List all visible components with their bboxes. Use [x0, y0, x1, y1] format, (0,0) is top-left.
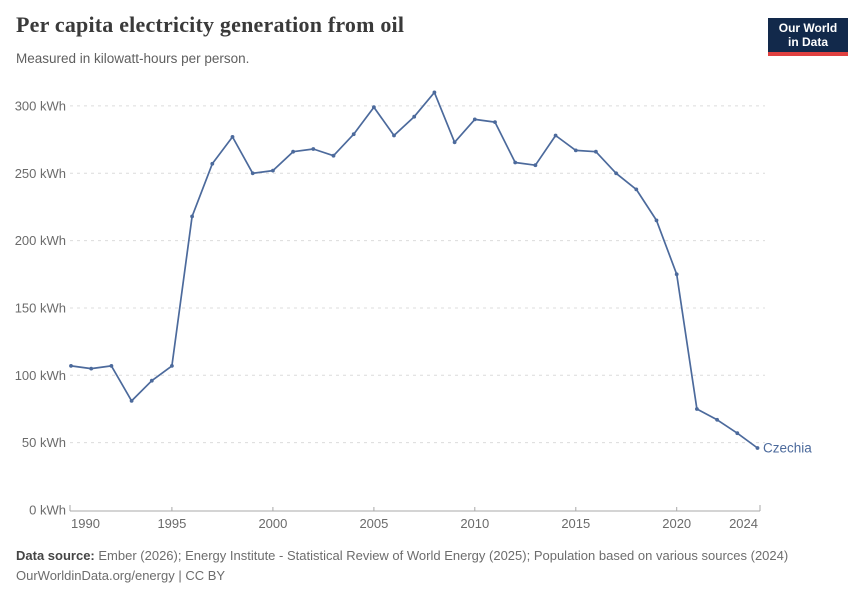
data-point-czechia-1996[interactable]	[190, 214, 195, 219]
x-tick-label-2015: 2015	[561, 516, 590, 531]
y-tick-label-0: 0 kWh	[29, 503, 66, 518]
entity-label-czechia[interactable]: Czechia	[763, 441, 812, 456]
x-tick-label-1995: 1995	[157, 516, 186, 531]
data-point-czechia-2008[interactable]	[432, 90, 437, 95]
data-point-czechia-1992[interactable]	[109, 364, 114, 368]
data-point-czechia-2013[interactable]	[533, 163, 538, 168]
data-point-czechia-2011[interactable]	[493, 120, 497, 124]
y-tick-label-300: 300 kWh	[15, 98, 66, 113]
license-line: OurWorldinData.org/energy | CC BY	[16, 568, 226, 583]
data-point-czechia-2010[interactable]	[472, 117, 477, 122]
data-point-czechia-2002[interactable]	[311, 147, 316, 151]
data-point-czechia-2004[interactable]	[351, 132, 356, 137]
datasource-label: Data source:	[16, 548, 95, 563]
x-tick-label-2010: 2010	[460, 516, 489, 531]
data-point-czechia-2021[interactable]	[695, 407, 699, 411]
data-point-czechia-1999[interactable]	[250, 171, 255, 176]
data-point-czechia-2000[interactable]	[271, 168, 275, 173]
data-point-czechia-2022[interactable]	[715, 417, 719, 422]
data-point-czechia-2017[interactable]	[614, 171, 618, 176]
data-point-czechia-2016[interactable]	[594, 149, 598, 154]
data-point-czechia-2012[interactable]	[513, 160, 518, 165]
data-point-czechia-2023[interactable]	[735, 431, 740, 436]
data-point-czechia-1998[interactable]	[230, 135, 235, 139]
data-point-czechia-2007[interactable]	[412, 114, 417, 119]
data-point-czechia-2006[interactable]	[392, 133, 396, 138]
data-point-czechia-2009[interactable]	[452, 140, 457, 145]
data-point-czechia-1991[interactable]	[89, 366, 94, 371]
x-tick-label-2020: 2020	[662, 516, 691, 531]
y-tick-label-50: 50 kWh	[22, 435, 66, 450]
series-line-czechia[interactable]	[70, 91, 759, 449]
y-tick-label-100: 100 kWh	[15, 368, 66, 383]
owid-logo-line1: Our World	[778, 21, 838, 35]
owid-logo-line2: in Data	[787, 35, 828, 49]
data-point-czechia-2003[interactable]	[331, 153, 336, 158]
data-point-czechia-1990[interactable]	[69, 364, 73, 368]
chart-subtitle: Measured in kilowatt-hours per person.	[16, 51, 250, 66]
data-point-czechia-2018[interactable]	[634, 187, 639, 192]
data-point-czechia-2020[interactable]	[674, 272, 679, 277]
y-tick-label-150: 150 kWh	[15, 301, 66, 316]
owid-logo[interactable]: Our World in Data	[768, 18, 848, 56]
data-point-czechia-1995[interactable]	[170, 364, 174, 368]
x-tick-label-2000: 2000	[258, 516, 287, 531]
data-point-czechia-2019[interactable]	[654, 218, 659, 223]
datasource-line: Data source: Ember (2026); Energy Instit…	[16, 546, 834, 566]
data-point-czechia-2001[interactable]	[291, 149, 295, 154]
x-tick-label-1990: 1990	[71, 516, 100, 531]
chart-footer: Data source: Ember (2026); Energy Instit…	[16, 546, 834, 586]
y-tick-label-250: 250 kWh	[15, 166, 66, 181]
data-point-czechia-1997[interactable]	[210, 161, 215, 166]
data-point-czechia-2015[interactable]	[573, 148, 578, 153]
data-point-czechia-2014[interactable]	[553, 133, 558, 138]
datasource-text: Ember (2026); Energy Institute - Statist…	[98, 548, 789, 563]
page-title: Per capita electricity generation from o…	[16, 12, 405, 37]
data-point-czechia-1993[interactable]	[129, 399, 134, 403]
data-point-czechia-2005[interactable]	[372, 105, 376, 110]
x-tick-label-2005: 2005	[359, 516, 388, 531]
y-tick-label-200: 200 kWh	[15, 233, 66, 248]
data-point-czechia-1994[interactable]	[149, 378, 154, 383]
data-point-czechia-2024[interactable]	[755, 446, 760, 450]
x-tick-label-2024: 2024	[729, 516, 758, 531]
